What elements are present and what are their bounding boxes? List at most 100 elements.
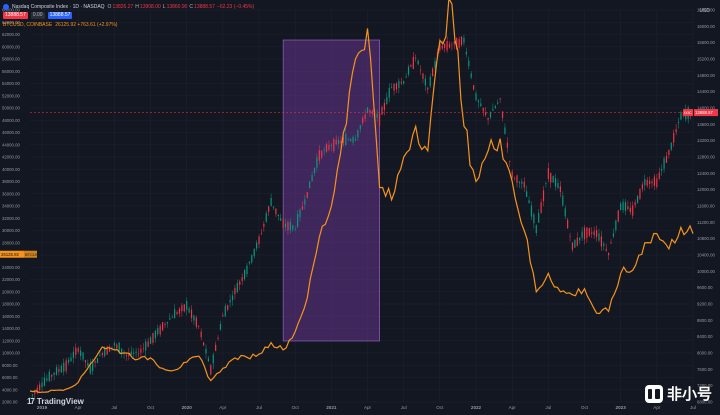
- candle-body: [104, 347, 106, 356]
- candle-body: [526, 191, 528, 198]
- candle-body: [94, 361, 96, 363]
- candle-body: [608, 253, 610, 256]
- candle-body: [263, 223, 265, 227]
- candle-body: [381, 107, 383, 115]
- tradingview-logo[interactable]: 17 TradingView: [27, 397, 84, 406]
- candle-body: [591, 232, 593, 234]
- btc-price-text: 26125.92: [1, 252, 20, 257]
- candle-body: [610, 242, 612, 244]
- right-axis-tick-label: 9600.00: [697, 285, 713, 290]
- candle-body: [458, 39, 460, 48]
- candle-body: [668, 149, 670, 155]
- candle-body: [439, 42, 441, 51]
- candle-body: [294, 229, 296, 230]
- candle-body: [75, 347, 77, 355]
- trade-chips-row: 13888.57 0.00 13888.57: [3, 11, 256, 20]
- candle-body: [429, 76, 431, 87]
- candle-body: [557, 182, 559, 188]
- candle-body: [145, 341, 147, 351]
- candle-body: [309, 181, 311, 189]
- candle-body: [152, 333, 154, 343]
- candle-body: [627, 206, 629, 210]
- candle-body: [470, 73, 472, 78]
- candle-body: [364, 114, 366, 119]
- candle-body: [487, 117, 489, 120]
- candle-body: [231, 295, 234, 301]
- candle-body: [562, 195, 564, 206]
- sell-price-chip[interactable]: 13888.57: [3, 12, 28, 19]
- ohlc-value: C13888.57: [189, 3, 215, 10]
- buy-price-chip[interactable]: 13888.57: [47, 12, 73, 19]
- candle-body: [275, 208, 277, 215]
- time-axis-tick-label: Jul: [111, 405, 117, 410]
- time-axis-tick-label: Jul: [690, 405, 696, 410]
- candle-body: [405, 76, 407, 78]
- candle-body: [347, 139, 349, 141]
- left-axis-tick-label: 16000.00: [2, 314, 21, 319]
- right-axis-tick-label: 6800.00: [697, 400, 713, 405]
- time-axis-tick-label: Oct: [292, 405, 300, 410]
- candle-body: [219, 324, 222, 330]
- tradingview-label: TradingView: [36, 397, 84, 406]
- candle-body: [154, 330, 156, 339]
- time-axis-tick-label: 2021: [326, 405, 337, 410]
- candle-body: [511, 171, 513, 178]
- candle-body: [350, 139, 352, 141]
- btc-label-text: BTCUSD: [25, 252, 42, 257]
- candle-body: [227, 305, 229, 310]
- candle-body: [333, 139, 335, 152]
- candle-body: [528, 200, 530, 204]
- candle-body: [34, 391, 36, 394]
- candle-body: [509, 161, 511, 162]
- right-axis-tick-label: 13600.00: [697, 122, 716, 127]
- candle-body: [251, 255, 253, 263]
- candle-body: [424, 78, 426, 86]
- candle-body: [595, 230, 598, 237]
- left-axis-tick-label: 48000.00: [2, 118, 21, 123]
- candle-body: [118, 342, 120, 354]
- candle-body: [579, 237, 581, 241]
- left-axis-tick-label: 56000.00: [2, 69, 21, 74]
- candle-body: [169, 318, 171, 320]
- candle-body: [311, 175, 313, 182]
- left-axis-tick-label: 28000.00: [2, 240, 21, 245]
- candle-body: [513, 177, 516, 179]
- candle-body: [451, 44, 453, 46]
- candle-body: [96, 358, 99, 364]
- candle-body: [171, 317, 173, 318]
- candle-body: [569, 236, 571, 237]
- nasdaq-legend-row[interactable]: Nasdaq Composite Index · 1D · NASDAQ O13…: [3, 2, 256, 11]
- time-axis-tick-label: Oct: [436, 405, 444, 410]
- candle-body: [559, 186, 561, 192]
- candle-body: [77, 348, 79, 352]
- candle-body: [398, 80, 400, 88]
- candle-body: [393, 83, 395, 91]
- candle-body: [43, 377, 46, 386]
- btc-legend-row[interactable]: BTCUSD, COINBASE 26125.92 +763.61 (+2.97…: [3, 20, 256, 29]
- candle-body: [299, 209, 301, 218]
- candle-body: [176, 312, 178, 315]
- time-axis-tick-label: Jul: [256, 405, 262, 410]
- candle-body: [366, 107, 369, 113]
- candle-body: [523, 181, 525, 188]
- btc-price-tag: [0, 250, 24, 258]
- currency-label[interactable]: USD: [699, 8, 710, 14]
- candle-body: [600, 236, 602, 247]
- candle-body: [533, 214, 535, 224]
- right-axis-tick-label: 16000.00: [697, 24, 716, 29]
- candle-body: [41, 382, 43, 388]
- left-axis-tick-label: 22000.00: [2, 277, 21, 282]
- candle-body: [205, 348, 207, 354]
- ohlc-values: O13826.27 H13908.00 L13860.90 C13888.57 −62.…: [108, 4, 257, 10]
- left-axis-tick-label: 40000.00: [2, 167, 21, 172]
- left-axis-tick-label: 2000.00: [2, 400, 18, 405]
- watermark: 非小号: [644, 383, 712, 404]
- candle-body: [174, 309, 176, 319]
- left-axis-tick-label: 8000.00: [2, 363, 18, 368]
- candle-body: [313, 167, 316, 174]
- candle-body: [284, 223, 287, 228]
- candle-body: [63, 362, 65, 372]
- candle-body: [407, 66, 410, 75]
- candle-body: [656, 178, 658, 187]
